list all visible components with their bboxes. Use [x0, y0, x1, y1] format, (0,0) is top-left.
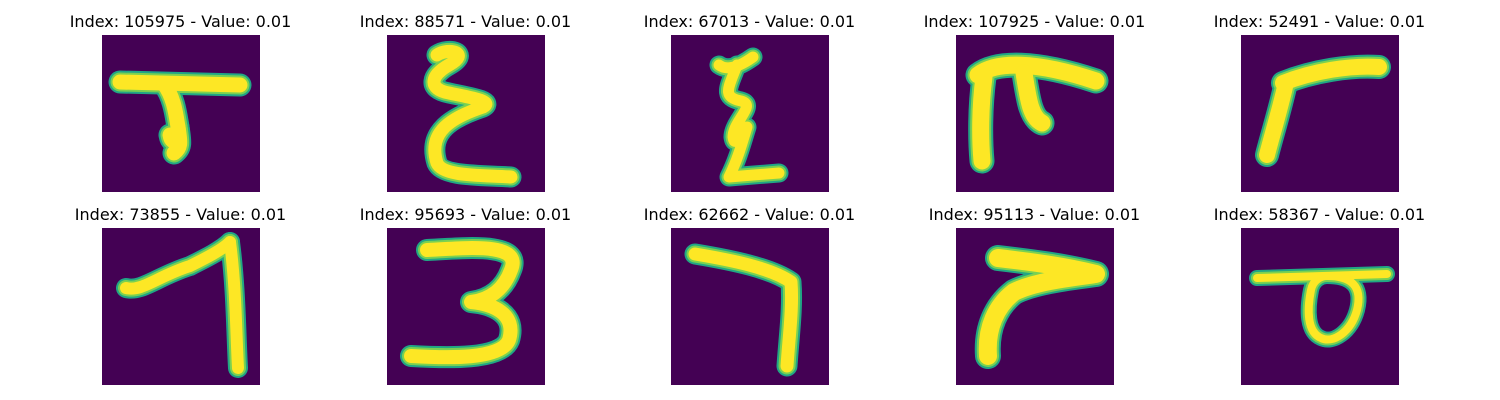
- glyph-epsilon: [423, 40, 522, 188]
- sample-cell-5: Index: 52491 - Value: 0.01: [1177, 0, 1462, 192]
- sample-title: Index: 88571 - Value: 0.01: [359, 12, 572, 31]
- sample-title: Index: 52491 - Value: 0.01: [1213, 12, 1426, 31]
- glyph-seven-bent: [684, 243, 803, 377]
- glyph-loop-bar: [1249, 266, 1395, 348]
- glyph-stroke: [224, 236, 244, 374]
- sample-image: [956, 228, 1114, 385]
- glyph-arrow-stroke: [974, 245, 1109, 369]
- glyph-stroke: [1304, 272, 1363, 344]
- sample-title: Index: 107925 - Value: 0.01: [923, 12, 1146, 31]
- glyph-seven-long: [116, 232, 248, 378]
- sample-title: Index: 67013 - Value: 0.01: [643, 12, 856, 31]
- glyph-stroke: [120, 236, 236, 295]
- sample-image: [671, 35, 829, 192]
- glyph-zigzag: [709, 47, 789, 187]
- sample-cell-10: Index: 58367 - Value: 0.01: [1177, 193, 1462, 385]
- glyph-pi-hook: [965, 52, 1109, 174]
- glyph-stroke: [1275, 58, 1387, 91]
- sample-image: [387, 228, 545, 385]
- glyph-stroke: [166, 119, 188, 161]
- sample-cell-6: Index: 73855 - Value: 0.01: [38, 193, 323, 385]
- sample-cell-1: Index: 105975 - Value: 0.01: [38, 0, 323, 192]
- sample-title: Index: 95693 - Value: 0.01: [359, 205, 572, 224]
- glyph-stroke: [688, 247, 799, 373]
- glyph-stroke: [427, 44, 518, 184]
- sample-image: [102, 228, 260, 385]
- sample-title: Index: 95113 - Value: 0.01: [928, 205, 1141, 224]
- sample-cell-8: Index: 62662 - Value: 0.01: [607, 193, 892, 385]
- sample-title: Index: 62662 - Value: 0.01: [643, 205, 856, 224]
- sample-cell-9: Index: 95113 - Value: 0.01: [892, 193, 1177, 385]
- sample-title: Index: 73855 - Value: 0.01: [74, 205, 287, 224]
- sample-image: [1241, 228, 1399, 385]
- glyph-stroke: [1259, 79, 1293, 163]
- glyph-stroke: [1015, 64, 1051, 132]
- sample-image: [387, 35, 545, 192]
- sample-cell-3: Index: 67013 - Value: 0.01: [607, 0, 892, 192]
- sample-image: [102, 35, 260, 192]
- sample-image: [671, 228, 829, 385]
- sample-title: Index: 105975 - Value: 0.01: [69, 12, 292, 31]
- glyph-three: [400, 237, 524, 369]
- glyph-stroke: [112, 74, 248, 93]
- glyph-stroke: [972, 68, 993, 170]
- glyph-stroke: [404, 241, 520, 365]
- glyph-stroke: [723, 59, 785, 183]
- glyph-stroke: [978, 249, 1105, 365]
- sample-cell-7: Index: 95693 - Value: 0.01: [323, 193, 608, 385]
- sample-title: Index: 58367 - Value: 0.01: [1213, 205, 1426, 224]
- sample-cell-4: Index: 107925 - Value: 0.01: [892, 0, 1177, 192]
- glyph-t-hook: [108, 70, 252, 165]
- sample-image: [1241, 35, 1399, 192]
- sample-cell-2: Index: 88571 - Value: 0.01: [323, 0, 608, 192]
- sample-image: [956, 35, 1114, 192]
- glyph-gamma: [1255, 54, 1391, 167]
